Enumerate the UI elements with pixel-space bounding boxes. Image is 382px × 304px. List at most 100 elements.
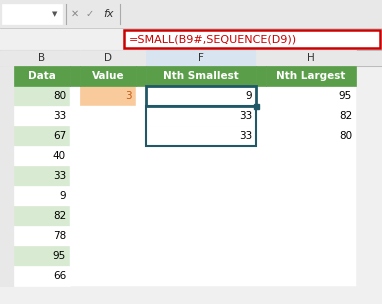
- Text: fx: fx: [103, 9, 113, 19]
- Bar: [266, 66, 356, 86]
- Bar: [266, 226, 356, 246]
- Text: 82: 82: [339, 111, 352, 121]
- Bar: [146, 186, 256, 206]
- Bar: [0, 0, 382, 28]
- Bar: [256, 166, 266, 186]
- Bar: [256, 126, 266, 146]
- Bar: [0, 50, 382, 66]
- Bar: [70, 126, 80, 146]
- Bar: [0, 246, 14, 266]
- Bar: [266, 186, 356, 206]
- Bar: [136, 146, 146, 166]
- Text: 9: 9: [245, 91, 252, 101]
- Bar: [136, 166, 146, 186]
- Bar: [70, 186, 80, 206]
- Bar: [70, 106, 80, 126]
- Text: 33: 33: [239, 131, 252, 141]
- Bar: [14, 66, 70, 86]
- Text: 9: 9: [59, 191, 66, 201]
- Bar: [80, 266, 136, 286]
- Text: 78: 78: [53, 231, 66, 241]
- Bar: [70, 66, 80, 86]
- Bar: [136, 66, 146, 86]
- Text: 66: 66: [53, 271, 66, 281]
- Text: ▼: ▼: [52, 11, 58, 17]
- Bar: [256, 86, 266, 106]
- Bar: [14, 206, 70, 226]
- Text: 40: 40: [53, 151, 66, 161]
- Bar: [256, 266, 266, 286]
- Bar: [136, 246, 146, 266]
- Bar: [0, 166, 14, 186]
- Bar: [0, 226, 14, 246]
- Bar: [0, 266, 14, 286]
- Text: Nth Largest: Nth Largest: [276, 71, 346, 81]
- Bar: [146, 206, 256, 226]
- Bar: [146, 50, 256, 66]
- Text: 33: 33: [53, 111, 66, 121]
- Bar: [136, 186, 146, 206]
- Text: Data: Data: [28, 71, 56, 81]
- Bar: [256, 186, 266, 206]
- Bar: [146, 86, 256, 106]
- Bar: [0, 106, 14, 126]
- Text: ✓: ✓: [86, 9, 94, 19]
- Text: 67: 67: [53, 131, 66, 141]
- Bar: [14, 126, 70, 146]
- Bar: [0, 50, 14, 66]
- Bar: [14, 86, 70, 106]
- Bar: [136, 206, 146, 226]
- Bar: [0, 66, 14, 86]
- Bar: [80, 186, 136, 206]
- Bar: [266, 126, 356, 146]
- Bar: [80, 86, 136, 106]
- Bar: [136, 86, 146, 106]
- Bar: [0, 146, 14, 166]
- Bar: [266, 166, 356, 186]
- Bar: [70, 266, 80, 286]
- Bar: [80, 246, 136, 266]
- Bar: [256, 206, 266, 226]
- Bar: [14, 186, 70, 206]
- Text: Nth Smallest: Nth Smallest: [163, 71, 239, 81]
- Bar: [80, 106, 136, 126]
- Bar: [266, 266, 356, 286]
- Text: 33: 33: [53, 171, 66, 181]
- Text: 80: 80: [339, 131, 352, 141]
- Bar: [146, 126, 256, 146]
- Bar: [266, 146, 356, 166]
- Bar: [14, 146, 70, 166]
- Bar: [136, 50, 146, 66]
- Bar: [136, 226, 146, 246]
- Bar: [256, 146, 266, 166]
- Bar: [70, 166, 80, 186]
- Bar: [14, 166, 70, 186]
- Bar: [0, 186, 14, 206]
- Bar: [146, 226, 256, 246]
- Bar: [266, 106, 356, 126]
- Bar: [266, 86, 356, 106]
- Bar: [14, 106, 70, 126]
- Bar: [0, 126, 14, 146]
- Bar: [266, 246, 356, 266]
- Bar: [80, 146, 136, 166]
- Bar: [136, 126, 146, 146]
- Text: 95: 95: [53, 251, 66, 261]
- Bar: [80, 206, 136, 226]
- Text: 95: 95: [339, 91, 352, 101]
- Bar: [2, 4, 62, 24]
- Bar: [146, 266, 256, 286]
- Bar: [80, 166, 136, 186]
- Bar: [136, 266, 146, 286]
- Bar: [266, 50, 356, 66]
- Bar: [70, 50, 80, 66]
- Bar: [14, 266, 70, 286]
- Bar: [70, 226, 80, 246]
- Bar: [124, 30, 380, 48]
- Bar: [14, 246, 70, 266]
- Bar: [256, 106, 266, 126]
- Bar: [0, 86, 14, 106]
- Bar: [136, 106, 146, 126]
- Bar: [146, 66, 256, 86]
- Text: Value: Value: [92, 71, 124, 81]
